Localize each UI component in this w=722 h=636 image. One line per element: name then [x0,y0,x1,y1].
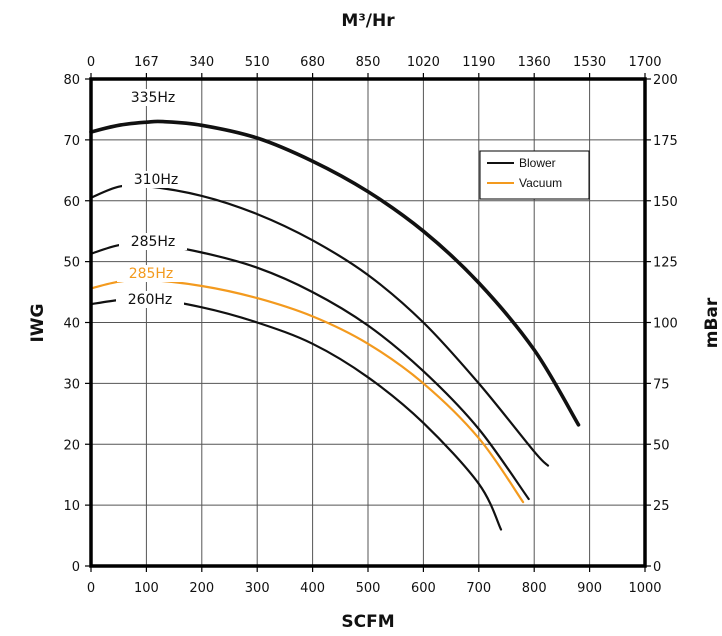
x-tick-label: 300 [245,581,270,596]
legend-label-blower: Blower [519,156,556,170]
x-tick-label: 400 [300,581,325,596]
y2-tick-label: 175 [653,134,678,149]
curve-label-blower-335hz: 335Hz [131,90,176,106]
x2-tick-label: 1020 [407,55,440,70]
x-tick-label: 900 [577,581,602,596]
x-tick-label: 600 [411,581,436,596]
x2-tick-label: 0 [87,55,95,70]
x-tick-label: 0 [87,581,95,596]
y-tick-label: 10 [63,499,80,514]
x-tick-label: 700 [466,581,491,596]
x2-tick-label: 167 [134,55,159,70]
legend: Blower Vacuum [479,150,590,200]
legend-box [479,150,590,200]
y2-tick-label: 200 [653,73,678,88]
y2-axis-title: mBar [702,297,722,348]
x2-tick-label: 510 [245,55,270,70]
y-tick-label: 60 [63,195,80,210]
series-line-blower-310hz [89,184,550,467]
x2-tick-label: 850 [356,55,381,70]
y-tick-label: 40 [63,317,80,332]
y-tick-label: 30 [63,377,80,392]
x2-tick-label: 340 [189,55,214,70]
y-axis-title: IWG [28,303,48,342]
y-tick-label: 50 [63,256,80,271]
y2-tick-label: 75 [653,377,670,392]
x2-tick-label: 1530 [573,55,606,70]
series-line-blower-260hz [89,296,503,531]
curve-label-layer: 335Hz 310Hz 285Hz 285Hz 260Hz [116,89,190,308]
x-tick-label: 500 [356,581,381,596]
y-tick-label: 80 [63,73,80,88]
x2-tick-label: 1700 [628,55,661,70]
curve-label-blower-260hz: 260Hz [128,292,173,308]
y2-tick-label: 125 [653,256,678,271]
legend-label-vacuum: Vacuum [519,176,562,190]
y-tick-label: 20 [63,438,80,453]
curve-label-bg [122,171,190,188]
y2-tick-label: 25 [653,499,670,514]
curve-label-bg [117,265,185,282]
y2-tick-label: 100 [653,317,678,332]
y-tick-label: 0 [72,560,80,575]
x2-tick-label: 680 [300,55,325,70]
curve-label-bg [119,89,187,106]
series-line-blower-335hz [89,119,581,427]
x-tick-label: 800 [522,581,547,596]
curve-label-blower-285hz: 285Hz [131,234,176,250]
x-tick-label: 1000 [628,581,661,596]
y2-tick-label: 150 [653,195,678,210]
curve-label-bg [119,233,187,250]
y-tick-label: 70 [63,134,80,149]
curve-label-vacuum-285hz: 285Hz [129,266,174,282]
curve-label-bg [116,291,184,308]
x2-tick-label: 1190 [462,55,495,70]
x-tick-label: 100 [134,581,159,596]
y2-tick-label: 50 [653,438,670,453]
x2-axis-title: M³/Hr [341,11,395,31]
series-line-vacuum-285hz [89,278,525,504]
x-tick-label: 200 [189,581,214,596]
y2-tick-label: 0 [653,560,661,575]
x2-tick-label: 1360 [518,55,551,70]
x-axis-title: SCFM [341,612,394,632]
curve-label-blower-310hz: 310Hz [134,172,179,188]
